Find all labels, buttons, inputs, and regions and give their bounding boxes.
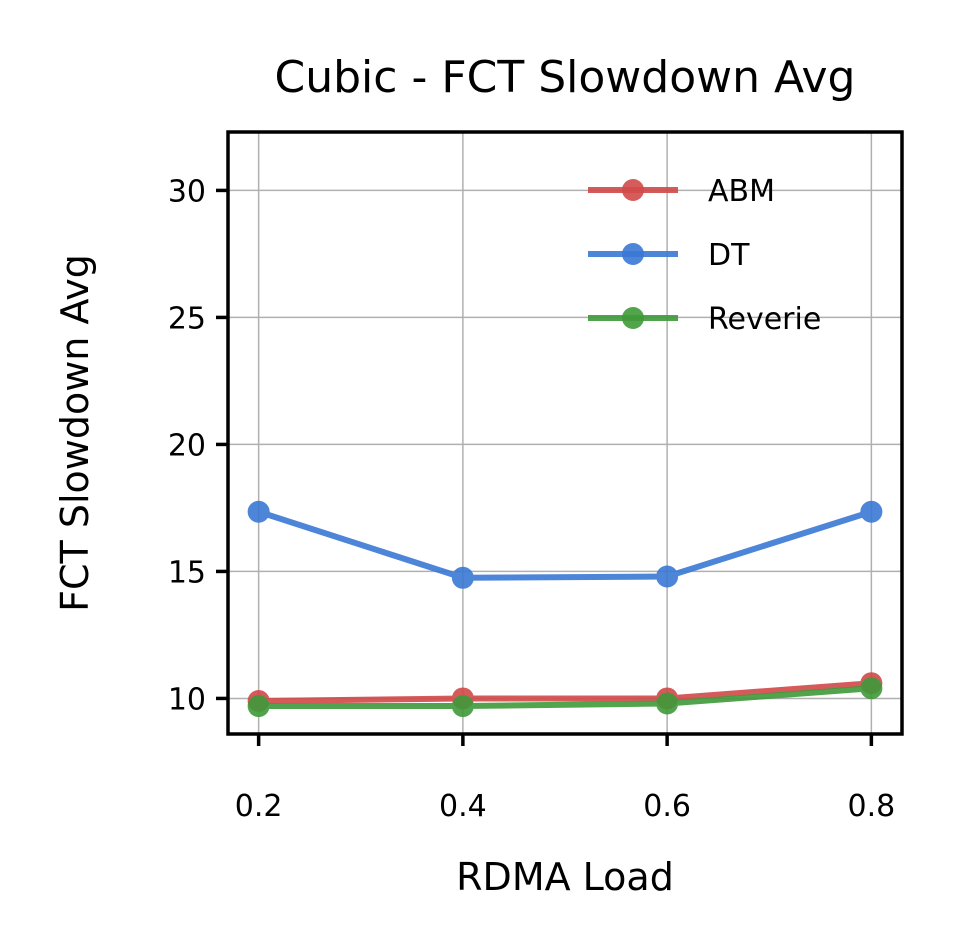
data-point-dt	[247, 500, 270, 523]
y-axis-ticks: 10 15 20 25 30	[168, 174, 228, 717]
x-axis-label: RDMA Load	[456, 855, 674, 899]
x-tick-label: 0.4	[439, 789, 487, 824]
y-tick-label: 30	[168, 174, 206, 209]
legend: ABM DT Reverie	[588, 174, 821, 337]
legend-entry-reverie: Reverie	[588, 302, 821, 337]
data-point-reverie	[247, 695, 270, 718]
plot-frame	[226, 130, 904, 736]
data-point-dt	[451, 566, 474, 589]
series-layer	[247, 500, 883, 718]
series-line-reverie	[255, 685, 875, 710]
series-dt	[247, 500, 883, 589]
data-point-reverie	[451, 695, 474, 718]
chart-title: Cubic - FCT Slowdown Avg	[275, 52, 856, 103]
x-tick-label: 0.6	[643, 789, 691, 824]
legend-marker-dt	[622, 243, 644, 265]
data-point-dt	[860, 500, 883, 523]
series-line-dt	[255, 508, 875, 581]
data-point-reverie	[860, 677, 883, 700]
data-point-reverie	[656, 692, 679, 715]
y-axis-label: FCT Slowdown Avg	[53, 254, 97, 612]
y-tick-label: 25	[168, 301, 206, 336]
legend-label-reverie: Reverie	[708, 302, 821, 337]
grid	[228, 132, 902, 734]
legend-label-dt: DT	[708, 238, 750, 273]
legend-entry-abm: ABM	[588, 174, 775, 209]
y-tick-label: 15	[168, 555, 206, 590]
y-tick-label: 10	[168, 682, 206, 717]
legend-marker-abm	[622, 179, 644, 201]
data-point-dt	[656, 565, 679, 588]
series-reverie	[247, 677, 883, 718]
x-tick-label: 0.2	[235, 789, 283, 824]
x-tick-label: 0.8	[848, 789, 896, 824]
legend-marker-reverie	[622, 307, 644, 329]
series-line-abm	[255, 680, 875, 704]
x-axis-ticks: 0.2 0.4 0.6 0.8	[235, 734, 895, 824]
legend-entry-dt: DT	[588, 238, 750, 273]
y-tick-label: 20	[168, 428, 206, 463]
legend-label-abm: ABM	[708, 174, 775, 209]
